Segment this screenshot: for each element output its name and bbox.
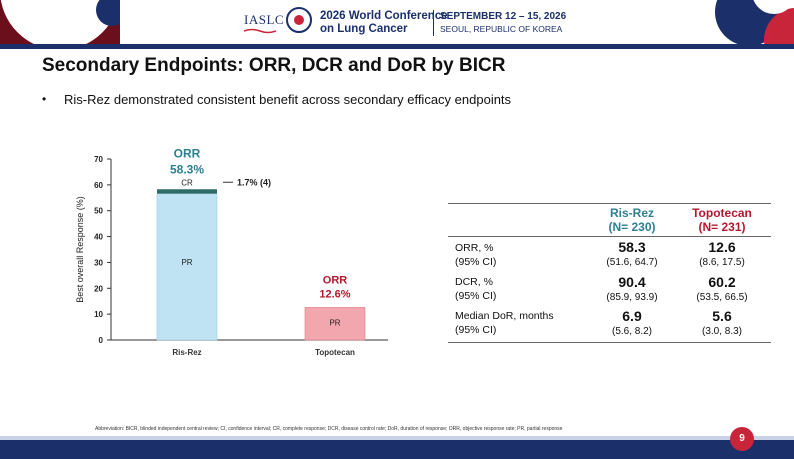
row-label-dor: Median DoR, months (95% CI) [455, 309, 554, 337]
conference-header: IASLC 2026 World Conference on Lung Canc… [0, 0, 794, 46]
header-divider [433, 10, 434, 36]
dor-topotecan-value: 5.6 [712, 308, 732, 324]
y-tick-label: 30 [94, 258, 103, 267]
dor-topotecan-ci: (3.0, 8.3) [701, 326, 743, 337]
row-label-orr-ci: (95% CI) [455, 256, 497, 268]
conference-seal-icon [286, 7, 312, 33]
org-logo-mark [244, 28, 276, 34]
cr-bar-label: CR [181, 178, 193, 187]
table-header-rule [448, 236, 771, 237]
y-tick-label: 70 [94, 155, 103, 164]
pr-bar-ris-rez [156, 193, 218, 341]
bullet-dot-icon: • [42, 92, 47, 106]
header-left-artwork [0, 0, 120, 44]
col-name-topotecan: Topotecan [692, 206, 752, 220]
table-bottom-rule [448, 342, 771, 343]
y-tick-label: 50 [94, 207, 103, 216]
footer-stripe [0, 436, 794, 440]
orr-topotecan-value: 12.6 [708, 239, 736, 255]
dcr-ris-rez-value: 90.4 [618, 274, 646, 290]
col-header-ris-rez: Ris-Rez (N= 230) [587, 206, 677, 234]
pr-bar-topotecan [304, 307, 366, 341]
pr-bar-label: PR [181, 258, 192, 267]
pr-bar-label: PR [329, 319, 340, 328]
abbreviation-footnote: Abbreviation: BICR, blinded independent … [95, 426, 563, 432]
dcr-topotecan-ci: (53.5, 66.5) [696, 292, 748, 303]
org-logo-text: IASLC [244, 12, 285, 27]
dor-ris-rez-value: 6.9 [622, 308, 642, 324]
header-bar [0, 44, 794, 49]
y-tick-label: 20 [94, 284, 103, 293]
x-tick-label: Topotecan [315, 348, 355, 357]
row-label-orr: ORR, % (95% CI) [455, 241, 496, 269]
page-number: 9 [730, 427, 754, 451]
row-label-dor-main: Median DoR, months [455, 310, 554, 322]
orr-ris-rez-value: 58.3 [618, 239, 646, 255]
row-label-dcr-main: DCR, % [455, 276, 493, 288]
table-top-rule [448, 203, 771, 204]
row-label-dcr: DCR, % (95% CI) [455, 275, 496, 303]
col-name-ris-rez: Ris-Rez [609, 206, 654, 220]
header-right-artwork [704, 0, 794, 44]
orr-bar-chart: 0 10 20 30 40 50 60 70 Best overall Response (%)… [75, 146, 388, 357]
row-label-orr-main: ORR, % [455, 242, 494, 254]
slide-title: Secondary Endpoints: ORR, DCR and DoR by… [42, 55, 506, 76]
orr-topotecan-ci: (8.6, 17.5) [699, 257, 745, 268]
y-tick-label: 0 [99, 336, 104, 345]
orr-ris-rez-ci: (51.6, 64.7) [606, 257, 658, 268]
row-label-dcr-ci: (95% CI) [455, 290, 497, 302]
col-n-topotecan: (N= 231) [698, 220, 746, 234]
cr-annotation: 1.7% (4) [237, 177, 271, 187]
y-tick-label: 40 [94, 233, 103, 242]
y-tick-label: 60 [94, 181, 103, 190]
cr-bar-ris-rez [157, 189, 217, 194]
conference-name-line2: on Lung Cancer [320, 23, 408, 35]
orr-label-ris-rez: ORR [174, 146, 201, 160]
col-header-topotecan: Topotecan (N= 231) [677, 206, 767, 234]
dcr-ris-rez-ci: (85.9, 93.9) [606, 292, 658, 303]
orr-label-topotecan: ORR [323, 274, 348, 286]
col-n-ris-rez: (N= 230) [608, 220, 656, 234]
dcr-topotecan-value: 60.2 [708, 274, 736, 290]
row-label-dor-ci: (95% CI) [455, 324, 497, 336]
bullet-text: Ris-Rez demonstrated consistent benefit … [64, 92, 512, 107]
dor-ris-rez-ci: (5.6, 8.2) [611, 326, 653, 337]
x-tick-label: Ris-Rez [172, 348, 201, 357]
conference-name: 2026 World Conference on Lung Cancer [320, 10, 448, 36]
conference-dates: SEPTEMBER 12 – 15, 2026 [440, 11, 567, 22]
orr-value-ris-rez: 58.3% [170, 162, 204, 176]
conference-name-line1: 2026 World Conference [320, 10, 448, 22]
conference-location: SEOUL, REPUBLIC OF KOREA [440, 24, 563, 34]
y-axis-label: Best overall Response (%) [75, 196, 85, 303]
orr-value-topotecan: 12.6% [319, 288, 350, 300]
y-tick-label: 10 [94, 310, 103, 319]
footer-bar [0, 440, 794, 459]
